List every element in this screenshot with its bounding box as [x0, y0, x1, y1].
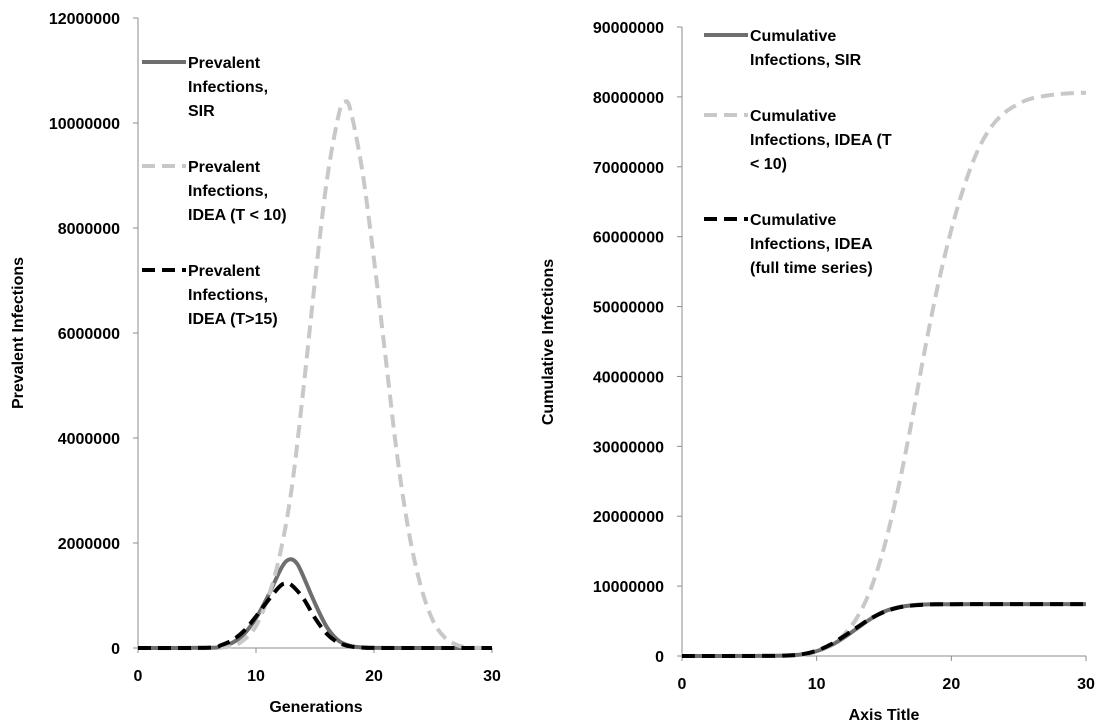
- legend: Cumulative Infections, SIR Cumulative Infec…: [704, 28, 892, 277]
- y-tick-label: 70000000: [593, 160, 664, 177]
- y-tick-label: 60000000: [593, 230, 664, 247]
- y-tick-label: 80000000: [593, 90, 664, 107]
- legend-item-1: Cumulative Infections, SIR: [704, 28, 862, 69]
- y-tick-label: 40000000: [593, 369, 664, 386]
- y-tick-label: 10000000: [593, 579, 664, 596]
- legend-item-2: Cumulative Infections, IDEA (T < 10): [704, 108, 892, 173]
- y-tick-label: 20000000: [593, 509, 664, 526]
- legend-label: Cumulative Infections, SIR: [750, 28, 862, 69]
- x-axis-title: Generations: [269, 699, 362, 716]
- y-tick-label: 4000000: [58, 431, 120, 448]
- series-line-2: [681, 90, 1087, 659]
- series-line-3: [681, 602, 1086, 658]
- x-tick-label: 10: [247, 668, 265, 685]
- x-tick-label: 20: [365, 668, 383, 685]
- legend-label: Cumulative Infections, IDEA (T < 10): [750, 108, 892, 173]
- y-tick-label: 10000000: [49, 116, 120, 133]
- chart-1: 0 2000000 4000000 6000000 8000000 10000000 120…: [10, 11, 501, 716]
- y-tick-label: 2000000: [58, 536, 120, 553]
- series-line-3: [137, 581, 492, 651]
- legend-item-2: Prevalent Infections, IDEA (T < 10): [142, 159, 287, 224]
- x-tick-label: 0: [134, 668, 143, 685]
- y-tick-label: 6000000: [58, 326, 120, 343]
- y-tick-label: 30000000: [593, 439, 664, 456]
- legend-label: Prevalent Infections, SIR: [188, 55, 268, 120]
- series-line-1: [681, 602, 1086, 658]
- y-tick-label: 8000000: [58, 221, 120, 238]
- legend-label: Cumulative Infections, IDEA (full time ser…: [750, 212, 873, 277]
- x-tick-label: 30: [1077, 676, 1095, 693]
- y-tick-label: 12000000: [49, 11, 120, 28]
- legend-label: Prevalent Infections, IDEA (T < 10): [188, 159, 287, 224]
- y-tick-label: 0: [111, 641, 120, 658]
- x-tick-label: 10: [808, 676, 826, 693]
- x-axis-title: Axis Title: [849, 707, 920, 724]
- series-line-2: [137, 99, 493, 651]
- x-tick-label: 30: [483, 668, 501, 685]
- y-tick-label: 0: [655, 649, 664, 666]
- y-axis-title: Cumulative Infections: [540, 259, 557, 425]
- y-tick-label: 50000000: [593, 300, 664, 317]
- legend-item-3: Prevalent Infections, IDEA (T>15): [142, 263, 278, 328]
- legend-label: Prevalent Infections, IDEA (T>15): [188, 263, 278, 328]
- chart-2: 0 10000000 20000000 30000000 40000000 5000000…: [540, 20, 1095, 724]
- legend: Prevalent Infections, SIR Prevalent Infectio…: [142, 55, 287, 328]
- y-axis-title: Prevalent Infections: [10, 257, 27, 409]
- x-tick-label: 0: [678, 676, 687, 693]
- legend-item-3: Cumulative Infections, IDEA (full time ser…: [704, 212, 873, 277]
- x-tick-label: 20: [942, 676, 960, 693]
- legend-item-1: Prevalent Infections, SIR: [142, 55, 268, 120]
- y-tick-label: 90000000: [593, 20, 664, 37]
- series-line-1: [137, 557, 492, 651]
